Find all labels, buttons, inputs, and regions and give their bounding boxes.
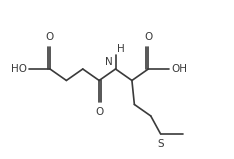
Text: N: N — [105, 57, 113, 67]
Text: HO: HO — [11, 64, 27, 74]
Text: O: O — [144, 32, 152, 42]
Text: O: O — [46, 32, 54, 42]
Text: S: S — [157, 139, 164, 149]
Text: H: H — [117, 44, 124, 54]
Text: OH: OH — [171, 64, 187, 74]
Text: O: O — [95, 107, 103, 118]
